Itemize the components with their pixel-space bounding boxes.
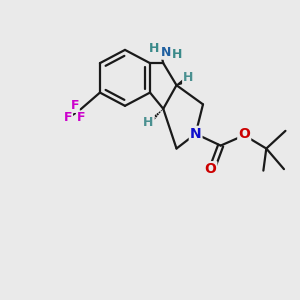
Text: N: N (161, 46, 171, 59)
Text: O: O (204, 162, 216, 176)
Text: F: F (64, 111, 72, 124)
Text: H: H (183, 71, 194, 84)
Text: H: H (172, 48, 182, 61)
Text: H: H (149, 42, 160, 55)
Text: H: H (143, 116, 154, 128)
Polygon shape (176, 78, 187, 85)
Text: F: F (76, 111, 85, 124)
Text: F: F (71, 99, 79, 112)
Text: O: O (238, 127, 250, 141)
Text: N: N (190, 127, 202, 141)
